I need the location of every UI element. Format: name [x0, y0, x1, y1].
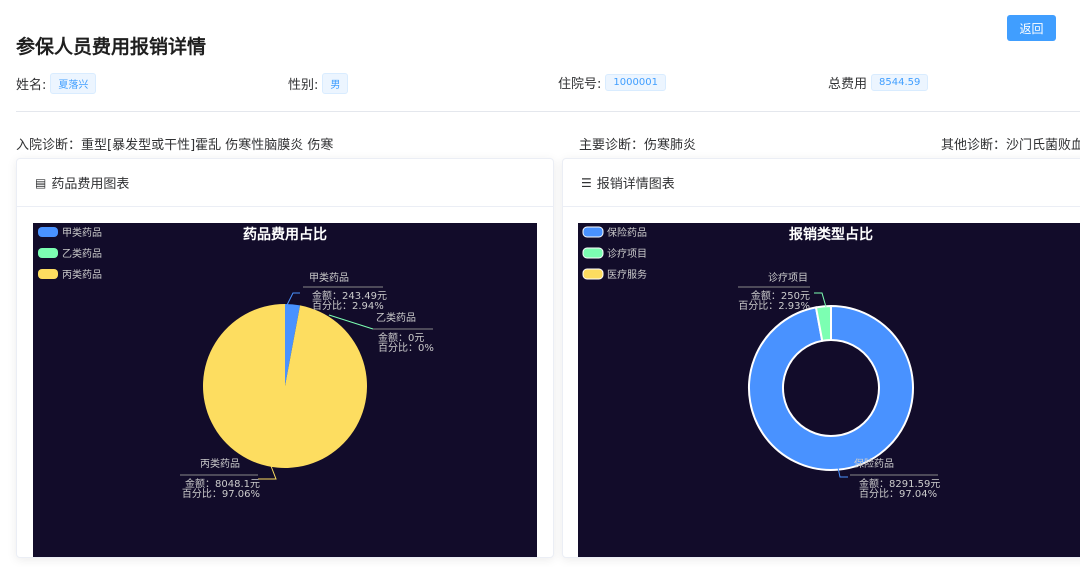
label-percent: 百分比：97.06%	[182, 488, 260, 500]
legend-swatch	[38, 227, 58, 237]
label-amount: 金额：243.49元	[312, 289, 387, 302]
legend-label: 乙类药品	[62, 247, 102, 260]
drug-cost-card: ▤ 药品费用图表 药品费用占比 甲类药品 乙类药品 丙类药品 甲类药品 金额：243.49元…	[16, 158, 554, 558]
other-diagnosis: 其他诊断：沙门氏菌败血	[941, 138, 1080, 153]
label-name: 丙类药品	[200, 457, 240, 470]
main-diagnosis: 主要诊断：伤寒肺炎	[579, 138, 697, 153]
legend-label: 诊疗项目	[607, 247, 647, 260]
label-percent: 百分比：97.04%	[859, 488, 937, 500]
legend-label: 保险药品	[607, 226, 647, 239]
legend-swatch	[582, 226, 604, 238]
info-name: 姓名: 夏落兴	[16, 73, 97, 94]
label-percent: 百分比：0%	[378, 342, 434, 354]
label-percent: 百分比：2.93%	[738, 300, 810, 312]
info-label: 姓名:	[16, 78, 47, 93]
label-line	[836, 462, 848, 478]
reimbursement-card: ☰ 报销详情图表 报销类型占比 保险药品 诊疗项目 医疗服务 保险药品 金额：8291.59…	[562, 158, 1080, 558]
info-value: 男	[322, 73, 349, 94]
legend-label: 丙类药品	[62, 268, 102, 281]
label-name: 甲类药品	[309, 271, 349, 284]
card-header: ▤ 药品费用图表	[17, 159, 553, 207]
drug-cost-chart: 药品费用占比 甲类药品 乙类药品 丙类药品 甲类药品 金额：243.49元 百分比：2.94…	[33, 223, 537, 557]
divider	[16, 111, 1080, 112]
label-name: 诊疗项目	[768, 271, 808, 284]
label-line	[286, 292, 300, 306]
info-value: 夏落兴	[50, 73, 97, 94]
label-name: 保险药品	[854, 457, 894, 470]
label-amount: 金额：250元	[751, 289, 810, 302]
reimbursement-chart: 报销类型占比 保险药品 诊疗项目 医疗服务 保险药品 金额：8291.59元 百分比：97.…	[578, 223, 1080, 557]
info-value: 8544.59	[871, 74, 929, 91]
label-amount: 金额：8291.59元	[859, 477, 940, 490]
sliders-icon: ☰	[581, 175, 592, 190]
label-line	[328, 314, 374, 330]
label-percent: 百分比：2.94%	[312, 300, 384, 312]
card-title: 药品费用图表	[51, 177, 130, 192]
label-amount: 金额：8048.1元	[185, 477, 260, 490]
info-label: 性别:	[288, 78, 319, 93]
label-name: 乙类药品	[376, 311, 416, 324]
admission-diagnosis: 入院诊断：重型[暴发型或干性]霍乱 伤寒性脑膜炎 伤寒	[16, 138, 334, 153]
info-gender: 性别: 男	[288, 73, 349, 94]
page-title: 参保人员费用报销详情	[16, 36, 207, 58]
label-line	[258, 465, 277, 480]
pie-slice-丙类药品	[202, 304, 367, 468]
legend-swatch	[38, 248, 58, 258]
card-title: 报销详情图表	[596, 177, 675, 192]
info-value: 1000001	[605, 74, 666, 91]
back-button[interactable]: 返回	[1007, 15, 1056, 41]
card-header: ☰ 报销详情图表	[563, 159, 1080, 207]
legend-swatch	[38, 269, 58, 279]
legend-swatch	[582, 268, 604, 280]
legend-label: 甲类药品	[62, 226, 102, 239]
info-label: 总费用	[828, 77, 868, 92]
label-amount: 金额：0元	[378, 331, 424, 344]
info-total-cost: 总费用 8544.59	[828, 73, 929, 92]
pie-slice-甲类药品	[285, 304, 301, 386]
label-line	[814, 292, 827, 308]
chart-title: 报销类型占比	[789, 226, 873, 243]
pie-slice-诊疗项目	[814, 304, 832, 342]
pie-slice-保险药品	[748, 304, 914, 471]
info-label: 住院号:	[558, 77, 602, 92]
legend-swatch	[582, 247, 604, 259]
document-icon: ▤	[35, 175, 47, 190]
legend-label: 医疗服务	[607, 268, 647, 281]
chart-title: 药品费用占比	[243, 226, 327, 243]
info-admission-no: 住院号: 1000001	[558, 73, 666, 92]
